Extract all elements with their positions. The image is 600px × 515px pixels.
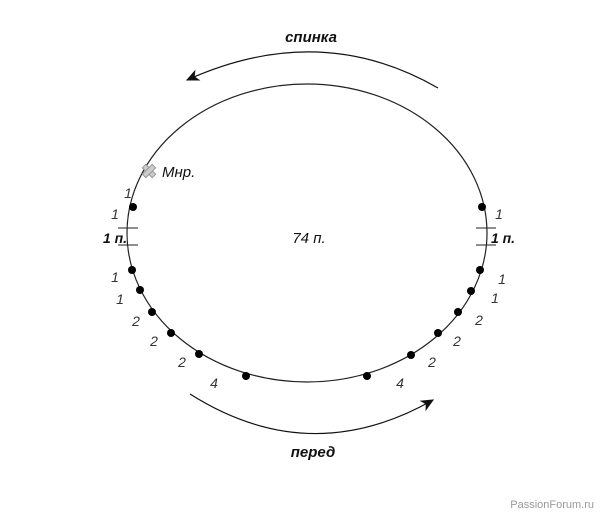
left-count-label: 1 — [116, 291, 124, 307]
left-count-label: 1 — [124, 185, 132, 201]
center-label: 74 п. — [292, 230, 325, 247]
right-count-label: 1 — [495, 206, 503, 222]
stitch-dot-icon — [148, 308, 156, 316]
right-count-label: 2 — [452, 333, 461, 349]
right-count-label: 1 — [498, 271, 506, 287]
stitch-dot-icon — [195, 350, 203, 358]
stitch-dot-icon — [136, 286, 144, 294]
left-count-label: 1 п. — [103, 230, 127, 246]
left-count-label: 2 — [131, 313, 140, 329]
left-count-label: 2 — [177, 354, 186, 370]
stitch-dot-icon — [129, 203, 137, 211]
stitch-dot-icon — [478, 203, 486, 211]
right-count-label: 4 — [396, 375, 404, 391]
bottom-label: перед — [291, 444, 335, 461]
stitch-dot-icon — [476, 266, 484, 274]
marker-label: Мнр. — [162, 164, 195, 181]
left-count-label: 2 — [149, 333, 158, 349]
right-count-label: 2 — [427, 354, 436, 370]
right-count-label: 1 п. — [491, 230, 515, 246]
cross-marker-icon — [141, 163, 157, 179]
stitch-dot-icon — [128, 266, 136, 274]
left-count-label: 1 — [111, 206, 119, 222]
watermark: PassionForum.ru — [510, 499, 594, 511]
right-count-label: 1 — [491, 290, 499, 306]
stitch-dot-icon — [467, 287, 475, 295]
tick-marks — [118, 227, 496, 246]
stitch-dot-icon — [407, 351, 415, 359]
left-count-label: 4 — [210, 375, 218, 391]
stitch-dot-icon — [167, 329, 175, 337]
right-count-label: 2 — [474, 312, 483, 328]
top-label: спинка — [285, 29, 337, 46]
stitch-dots — [128, 203, 486, 380]
stitch-dot-icon — [363, 372, 371, 380]
stitch-dot-icon — [454, 308, 462, 316]
round-ellipse — [126, 83, 488, 383]
left-count-label: 1 — [111, 269, 119, 285]
bottom-direction-arrow-icon — [189, 393, 435, 435]
top-direction-arrow-icon — [185, 51, 439, 89]
stitch-dot-icon — [242, 372, 250, 380]
stitch-dot-icon — [434, 329, 442, 337]
